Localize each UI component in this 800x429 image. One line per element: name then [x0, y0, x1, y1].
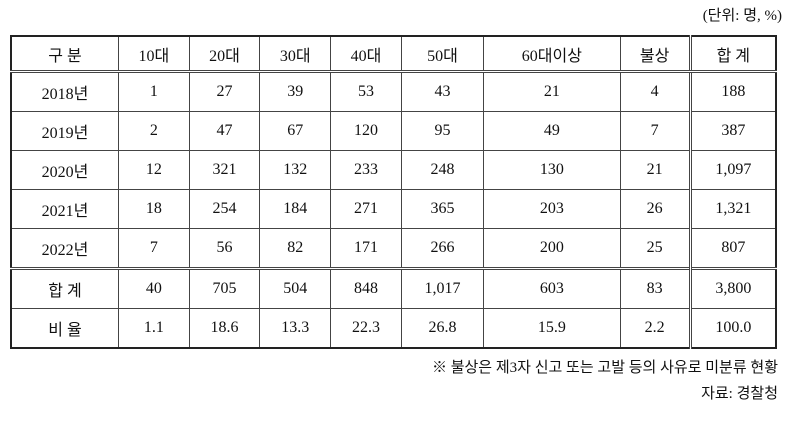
cell: 1,321 — [688, 189, 777, 229]
cell: 1.1 — [117, 308, 190, 349]
cell: 56 — [188, 228, 261, 269]
cell: 100.0 — [688, 308, 777, 349]
row-header: 비 율 — [10, 308, 119, 349]
cell: 184 — [259, 189, 332, 229]
cell: 504 — [259, 267, 332, 309]
cell: 95 — [400, 111, 485, 151]
cell: 807 — [688, 228, 777, 269]
cell: 18 — [117, 189, 190, 229]
row-header: 2019년 — [10, 111, 119, 151]
cell: 22.3 — [330, 308, 402, 349]
column-header: 불상 — [619, 35, 691, 73]
unit-note: (단위: 명, %) — [702, 8, 782, 24]
cell: 321 — [188, 150, 261, 190]
cell: 848 — [330, 267, 402, 309]
cell: 53 — [330, 71, 402, 112]
column-header: 50대 — [400, 35, 485, 73]
row-header: 2022년 — [10, 228, 119, 269]
cell: 171 — [330, 228, 402, 269]
table-row: 2018년 1 27 39 53 43 21 4 188 — [10, 71, 777, 112]
cell: 271 — [330, 189, 402, 229]
column-header: 합 계 — [688, 35, 777, 73]
table-row: 합 계 40 705 504 848 1,017 603 83 3,800 — [10, 267, 777, 309]
cell: 4 — [619, 71, 691, 112]
cell: 43 — [400, 71, 485, 112]
column-header: 30대 — [259, 35, 332, 73]
cell: 12 — [117, 150, 190, 190]
cell: 387 — [688, 111, 777, 151]
cell: 705 — [188, 267, 261, 309]
cell: 200 — [483, 228, 621, 269]
cell: 132 — [259, 150, 332, 190]
cell: 266 — [400, 228, 485, 269]
header-row: 구 분 10대 20대 30대 40대 50대 60대이상 불상 합 계 — [10, 35, 777, 73]
table-row: 2021년 18 254 184 271 365 203 26 1,321 — [10, 189, 777, 229]
cell: 40 — [117, 267, 190, 309]
cell: 130 — [483, 150, 621, 190]
column-header: 60대이상 — [483, 35, 621, 73]
cell: 21 — [619, 150, 691, 190]
cell: 15.9 — [483, 308, 621, 349]
cell: 203 — [483, 189, 621, 229]
cell: 26 — [619, 189, 691, 229]
cell: 603 — [483, 267, 621, 309]
cell: 82 — [259, 228, 332, 269]
cell: 254 — [188, 189, 261, 229]
row-header: 2018년 — [10, 71, 119, 112]
column-header: 구 분 — [10, 35, 119, 73]
cell: 21 — [483, 71, 621, 112]
row-header: 2021년 — [10, 189, 119, 229]
row-header: 2020년 — [10, 150, 119, 190]
cell: 188 — [688, 71, 777, 112]
cell: 3,800 — [688, 267, 777, 309]
cell: 67 — [259, 111, 332, 151]
footnote: ※ 불상은 제3자 신고 또는 고발 등의 사유로 미분류 현황 — [431, 360, 778, 376]
source: 자료: 경찰청 — [701, 386, 778, 402]
table-row: 비 율 1.1 18.6 13.3 22.3 26.8 15.9 2.2 100.0 — [10, 308, 777, 349]
data-table: 구 분 10대 20대 30대 40대 50대 60대이상 불상 합 계 2018년 1 27 39 5… — [10, 35, 777, 349]
cell: 47 — [188, 111, 261, 151]
column-header: 40대 — [330, 35, 402, 73]
cell: 27 — [188, 71, 261, 112]
row-header: 합 계 — [10, 267, 119, 309]
cell: 25 — [619, 228, 691, 269]
cell: 49 — [483, 111, 621, 151]
cell: 2.2 — [619, 308, 691, 349]
cell: 7 — [117, 228, 190, 269]
column-header: 20대 — [188, 35, 261, 73]
column-header: 10대 — [117, 35, 190, 73]
cell: 1,097 — [688, 150, 777, 190]
table-row: 2019년 2 47 67 120 95 49 7 387 — [10, 111, 777, 151]
cell: 18.6 — [188, 308, 261, 349]
cell: 2 — [117, 111, 190, 151]
cell: 1 — [117, 71, 190, 112]
cell: 7 — [619, 111, 691, 151]
cell: 39 — [259, 71, 332, 112]
table-row: 2020년 12 321 132 233 248 130 21 1,097 — [10, 150, 777, 190]
cell: 233 — [330, 150, 402, 190]
cell: 120 — [330, 111, 402, 151]
cell: 13.3 — [259, 308, 332, 349]
cell: 26.8 — [400, 308, 485, 349]
cell: 83 — [619, 267, 691, 309]
cell: 1,017 — [400, 267, 485, 309]
cell: 365 — [400, 189, 485, 229]
table-row: 2022년 7 56 82 171 266 200 25 807 — [10, 228, 777, 269]
cell: 248 — [400, 150, 485, 190]
